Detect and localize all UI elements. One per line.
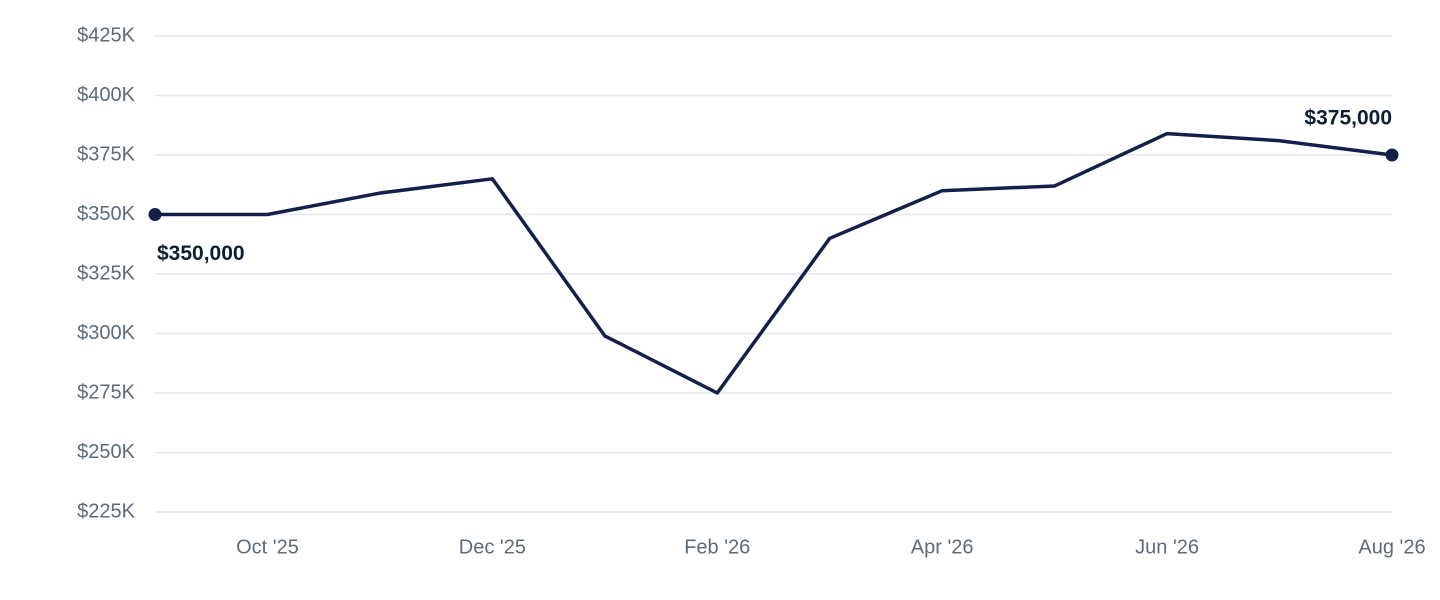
y-tick-label: $425K bbox=[77, 24, 135, 46]
end-point bbox=[148, 208, 162, 221]
x-tick-label: Aug '26 bbox=[1358, 536, 1425, 558]
x-tick-label: Jun '26 bbox=[1135, 536, 1199, 558]
y-tick-label: $300K bbox=[77, 322, 135, 344]
y-tick-label: $225K bbox=[77, 500, 135, 522]
y-tick-label: $275K bbox=[77, 381, 135, 403]
y-tick-label: $350K bbox=[77, 203, 135, 225]
y-tick-label: $400K bbox=[77, 84, 135, 106]
x-tick-label: Feb '26 bbox=[684, 536, 750, 558]
x-tick-label: Oct '25 bbox=[236, 536, 299, 558]
data-line bbox=[155, 131, 1393, 395]
value-label: $350,000 bbox=[157, 242, 245, 265]
x-tick-label: Apr '26 bbox=[911, 536, 974, 558]
value-label: $375,000 bbox=[1304, 107, 1392, 130]
x-tick-label: Dec '25 bbox=[459, 536, 526, 558]
y-tick-label: $325K bbox=[77, 262, 135, 284]
end-point bbox=[1385, 148, 1399, 162]
y-tick-label: $375K bbox=[77, 143, 135, 165]
y-tick-label: $250K bbox=[77, 441, 135, 463]
